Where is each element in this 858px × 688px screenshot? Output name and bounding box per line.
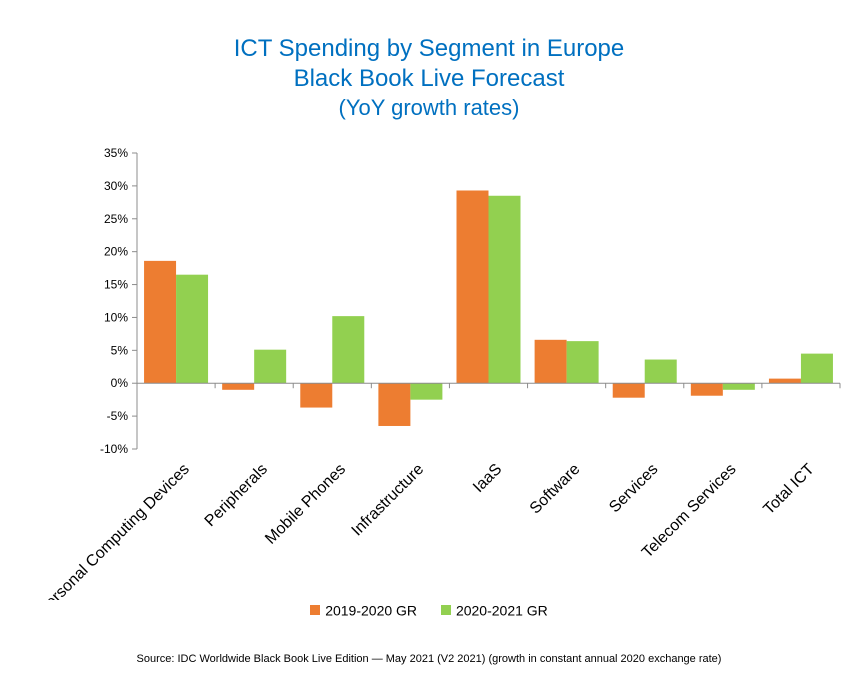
y-tick-label: -10% bbox=[100, 442, 128, 456]
legend-label-series-2: 2020-2021 GR bbox=[456, 602, 548, 618]
bar-series-2 bbox=[801, 354, 833, 384]
x-tick-label: Mobile Phones bbox=[262, 461, 349, 548]
bar-series-1 bbox=[378, 383, 410, 426]
bar-series-2 bbox=[254, 350, 286, 384]
legend-label-series-1: 2019-2020 GR bbox=[325, 602, 417, 618]
chart-legend: 2019-2020 GR 2020-2021 GR bbox=[0, 601, 858, 618]
legend-swatch-series-2 bbox=[441, 605, 451, 615]
bar-series-1 bbox=[535, 340, 567, 383]
bar-series-2 bbox=[176, 275, 208, 384]
bar-series-2 bbox=[567, 341, 599, 383]
bar-series-1 bbox=[613, 383, 645, 397]
y-tick-label: 5% bbox=[111, 343, 129, 357]
legend-item-series-1: 2019-2020 GR bbox=[310, 601, 417, 618]
y-tick-label: 25% bbox=[104, 212, 128, 226]
bar-series-1 bbox=[691, 383, 723, 395]
x-tick-label: Peripherals bbox=[202, 461, 271, 530]
x-tick-label: Infrastructure bbox=[349, 461, 428, 540]
legend-item-series-2: 2020-2021 GR bbox=[441, 601, 548, 618]
source-note: Source: IDC Worldwide Black Book Live Ed… bbox=[0, 653, 858, 665]
bar-series-2 bbox=[410, 383, 442, 399]
bar-chart: 35% 30% 25% 20% 15% 10% 5% 0% -5% -10% Personal Co… bbox=[0, 0, 858, 600]
legend-swatch-series-1 bbox=[310, 605, 320, 615]
y-tick-label: 15% bbox=[104, 278, 128, 292]
bar-series-2 bbox=[645, 360, 677, 384]
bar-series-1 bbox=[457, 190, 489, 383]
bar-series-1 bbox=[300, 383, 332, 407]
x-tick-label: Personal Computing Devices bbox=[35, 461, 193, 600]
x-tick-label: Software bbox=[527, 461, 584, 518]
x-tick-label: Total ICT bbox=[760, 461, 817, 518]
y-tick-label: 20% bbox=[104, 245, 128, 259]
bar-series-2 bbox=[489, 196, 521, 383]
y-tick-label: -5% bbox=[107, 409, 129, 423]
y-tick-label: 0% bbox=[111, 376, 129, 390]
y-tick-label: 30% bbox=[104, 179, 128, 193]
x-tick-label: IaaS bbox=[470, 461, 505, 496]
bar-series-1 bbox=[222, 383, 254, 390]
y-tick-label: 35% bbox=[104, 146, 128, 160]
y-tick-label: 10% bbox=[104, 310, 128, 324]
bar-series-2 bbox=[723, 383, 755, 390]
bar-series-2 bbox=[332, 316, 364, 383]
bar-series-1 bbox=[144, 261, 176, 383]
x-tick-label: Services bbox=[606, 461, 661, 516]
bar-series-1 bbox=[769, 379, 801, 384]
